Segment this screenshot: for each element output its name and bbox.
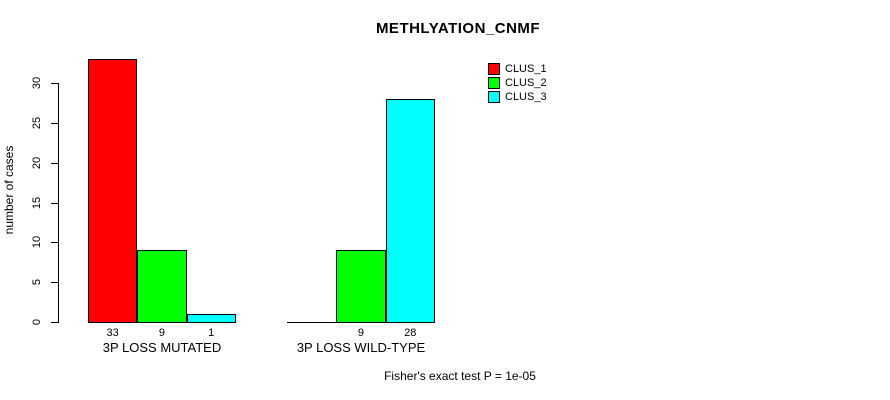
chart-title: METHLYATION_CNMF — [375, 20, 541, 37]
legend-row: CLUS_1 — [488, 62, 547, 76]
y-axis-tick-label: 5 — [31, 279, 43, 286]
y-axis-tick-label: 25 — [31, 116, 43, 129]
bar-clus_1-zero — [287, 322, 338, 323]
statistical-test-annotation: Fisher's exact test P = 1e-05 — [384, 369, 536, 383]
y-axis-tick-label: 20 — [31, 156, 43, 169]
y-axis-tick — [51, 322, 58, 323]
legend-row: CLUS_3 — [488, 90, 547, 104]
y-axis-title: number of cases — [2, 145, 16, 235]
legend-label-clus-2: CLUS_2 — [505, 77, 547, 89]
group-label-3p-loss-mutated: 3P LOSS MUTATED — [102, 340, 222, 355]
y-axis-tick — [51, 122, 58, 124]
y-axis-tick-label: 0 — [31, 318, 43, 326]
legend-row: CLUS_2 — [488, 76, 547, 90]
bar-value-label: 33 — [106, 327, 119, 339]
legend-label-clus-3: CLUS_3 — [505, 91, 547, 103]
bar-clus_1 — [88, 59, 138, 323]
legend-swatch-clus-3 — [488, 91, 500, 103]
legend-swatch-clus-1 — [488, 63, 500, 75]
bar-value-label: 9 — [158, 327, 165, 339]
y-axis-tick-label: 10 — [31, 236, 43, 249]
y-axis-tick-label: 15 — [31, 196, 43, 209]
y-axis-line — [58, 83, 59, 323]
bar-value-label: 1 — [208, 327, 215, 339]
bar-clus_3 — [186, 314, 236, 323]
y-axis-tick-label: 30 — [31, 76, 43, 90]
bar-clus_2 — [336, 250, 386, 323]
y-axis-tick — [51, 282, 58, 284]
bar-clus_2 — [137, 250, 187, 323]
legend: CLUS_1 CLUS_2 CLUS_3 — [488, 62, 547, 104]
y-axis-tick — [51, 202, 58, 204]
y-axis-tick — [51, 162, 58, 164]
legend-swatch-clus-2 — [488, 77, 500, 89]
y-axis-tick — [51, 83, 58, 84]
bar-value-label: 28 — [404, 327, 417, 339]
bar-clus_3 — [385, 98, 435, 323]
group-label-3p-loss-wild-type: 3P LOSS WILD-TYPE — [296, 340, 426, 355]
bar-value-label: 9 — [357, 327, 364, 339]
legend-label-clus-1: CLUS_1 — [505, 63, 547, 75]
y-axis-tick — [51, 242, 58, 244]
